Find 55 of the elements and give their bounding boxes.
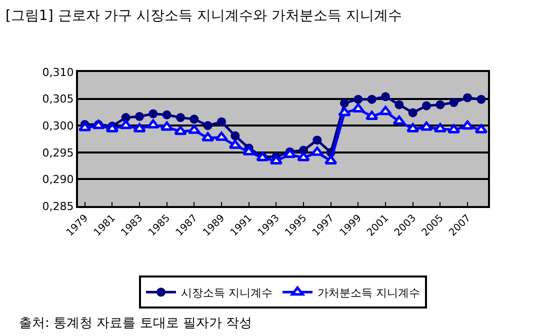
point bbox=[215, 132, 228, 141]
point bbox=[135, 112, 144, 121]
point bbox=[463, 93, 472, 102]
point bbox=[203, 121, 212, 130]
point bbox=[217, 117, 226, 126]
y-tick-label: 0,290 bbox=[42, 173, 74, 186]
point bbox=[436, 100, 445, 110]
point bbox=[176, 113, 185, 122]
legend-label: 가처분소득 지니계수 bbox=[318, 286, 420, 300]
point bbox=[394, 100, 404, 110]
source-note: 출처: 통계청 자료를 토대로 필자가 작성 bbox=[19, 316, 252, 331]
point bbox=[297, 152, 310, 162]
point bbox=[449, 98, 458, 108]
point bbox=[379, 106, 392, 116]
y-tick-label: 0,295 bbox=[42, 146, 74, 160]
point bbox=[188, 124, 201, 134]
point bbox=[340, 98, 349, 108]
y-tick-label: 0,310 bbox=[42, 66, 74, 79]
point bbox=[133, 123, 146, 132]
point bbox=[474, 124, 488, 134]
point bbox=[162, 110, 172, 120]
point bbox=[406, 123, 420, 132]
point bbox=[447, 124, 460, 134]
point bbox=[201, 132, 214, 142]
point bbox=[434, 123, 447, 132]
point bbox=[119, 120, 132, 130]
point bbox=[228, 140, 242, 149]
point bbox=[476, 94, 486, 104]
legend-label: 시장소득 지니계수 bbox=[181, 286, 272, 300]
chart-title: [그림1] 근로자 가구 시장소득 지니계수와 가처분소득 지니계수 bbox=[5, 8, 402, 24]
point bbox=[392, 116, 406, 125]
point bbox=[381, 92, 390, 102]
point bbox=[160, 121, 174, 131]
y-tick-label: 0,300 bbox=[42, 119, 74, 132]
point bbox=[190, 114, 199, 124]
point bbox=[354, 94, 363, 104]
point bbox=[352, 103, 365, 112]
point bbox=[408, 108, 418, 118]
point bbox=[422, 101, 431, 110]
point bbox=[461, 120, 474, 130]
point bbox=[146, 119, 160, 129]
y-tick-label: 0,305 bbox=[42, 92, 74, 106]
point bbox=[367, 94, 376, 104]
point bbox=[242, 146, 256, 156]
point bbox=[310, 146, 324, 156]
point bbox=[312, 136, 322, 145]
point bbox=[270, 155, 283, 164]
point bbox=[230, 131, 240, 140]
point bbox=[338, 106, 351, 116]
point bbox=[148, 109, 158, 118]
point bbox=[365, 110, 378, 120]
y-tick-label: 0,285 bbox=[42, 200, 74, 213]
point bbox=[174, 126, 187, 135]
point bbox=[420, 121, 433, 131]
point bbox=[324, 155, 338, 164]
